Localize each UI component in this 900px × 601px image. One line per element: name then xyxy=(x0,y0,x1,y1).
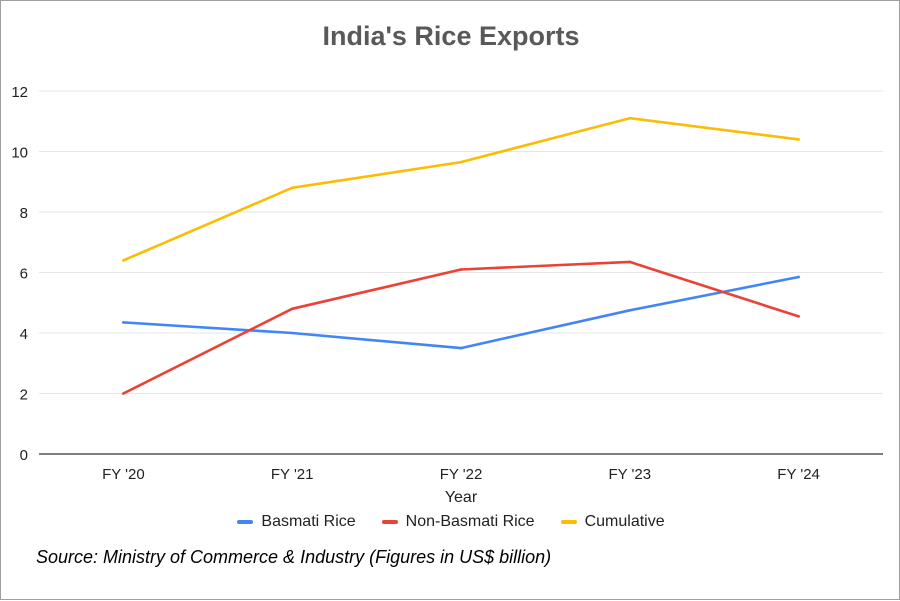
chart-legend: Basmati Rice Non-Basmati Rice Cumulative xyxy=(1,513,900,531)
chart-title: India's Rice Exports xyxy=(322,21,580,51)
y-tick-label: 8 xyxy=(20,205,28,222)
y-tick-label: 0 xyxy=(20,447,28,464)
x-tick-label: FY '22 xyxy=(440,466,483,483)
x-axis-title: Year xyxy=(445,489,478,506)
y-tick-label: 6 xyxy=(20,266,28,283)
legend-label-non-basmati: Non-Basmati Rice xyxy=(405,513,535,530)
series-line-basmati-rice xyxy=(122,275,800,350)
data-point xyxy=(122,392,125,395)
data-point xyxy=(797,315,800,318)
source-note: Source: Ministry of Commerce & Industry … xyxy=(36,547,552,567)
data-point xyxy=(290,307,294,311)
y-tick-label: 4 xyxy=(20,326,28,343)
legend-swatch-cumulative xyxy=(560,520,577,524)
legend-item-basmati: Basmati Rice xyxy=(237,513,356,531)
data-point xyxy=(290,331,294,335)
y-tick-label: 12 xyxy=(11,84,28,101)
data-point xyxy=(122,321,125,324)
data-point xyxy=(628,309,632,312)
x-tick-label: FY '23 xyxy=(608,466,651,483)
legend-item-non-basmati: Non-Basmati Rice xyxy=(381,513,535,531)
y-tick-label: 2 xyxy=(20,387,28,404)
data-point xyxy=(797,138,800,141)
x-tick-label: FY '20 xyxy=(102,466,145,483)
data-point xyxy=(628,260,632,264)
x-tick-label: FY '21 xyxy=(271,466,314,483)
data-point xyxy=(290,186,294,190)
x-tick-label: FY '24 xyxy=(777,466,820,483)
data-point xyxy=(459,268,463,271)
data-point xyxy=(459,160,463,164)
legend-item-cumulative: Cumulative xyxy=(560,513,665,531)
y-tick-label: 10 xyxy=(11,145,28,162)
data-point xyxy=(797,275,800,279)
legend-label-basmati: Basmati Rice xyxy=(261,513,356,530)
legend-swatch-non-basmati xyxy=(381,520,398,524)
data-point xyxy=(122,259,125,262)
data-point xyxy=(459,346,463,350)
legend-swatch-basmati xyxy=(237,520,254,524)
legend-label-cumulative: Cumulative xyxy=(584,513,665,530)
series-line-cumulative xyxy=(122,116,800,262)
data-point xyxy=(628,116,632,120)
